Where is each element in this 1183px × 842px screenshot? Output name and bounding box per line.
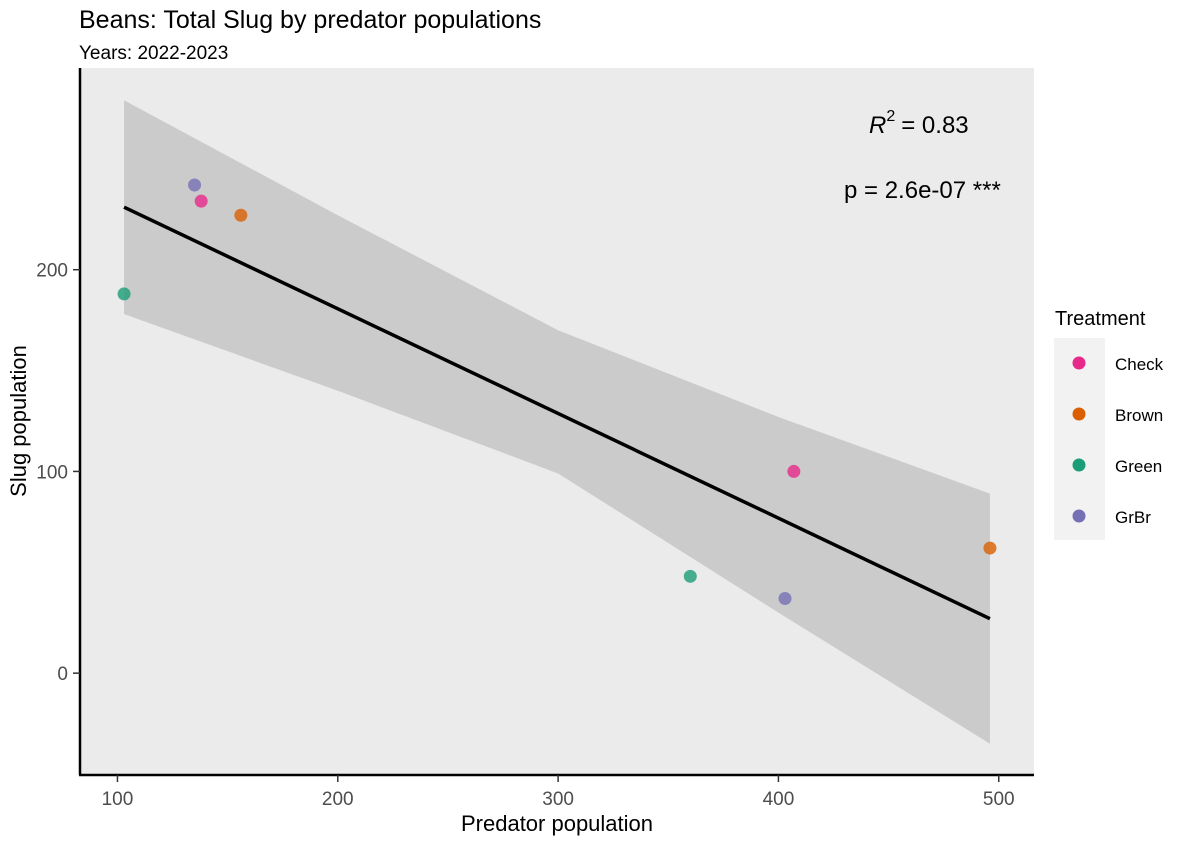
chart-title: Beans: Total Slug by predator population… [79, 6, 541, 34]
legend-key-grbr [1072, 509, 1086, 523]
data-point-brown [234, 208, 248, 222]
x-tick-label: 100 [102, 789, 134, 810]
x-axis-title: Predator population [461, 811, 653, 836]
data-point-green [117, 287, 131, 301]
x-tick-label: 300 [542, 789, 574, 810]
data-point-brown [983, 541, 997, 555]
legend-key-background [1054, 338, 1105, 540]
y-tick-label: 200 [36, 261, 68, 282]
y-tick-label: 0 [57, 664, 68, 685]
r-squared-symbol: R [869, 112, 886, 139]
confidence-band [124, 100, 990, 744]
data-point-check [194, 194, 208, 208]
data-point-green [683, 569, 697, 583]
y-tick-label: 100 [36, 462, 68, 483]
legend-key-brown [1072, 407, 1086, 421]
legend-key-check [1072, 356, 1086, 370]
data-point-check [787, 464, 801, 478]
x-tick-label: 500 [983, 789, 1015, 810]
legend-key-green [1072, 458, 1086, 472]
legend: Treatment Check Brown Green GrBr [1054, 308, 1164, 540]
legend-label-brown: Brown [1115, 406, 1163, 425]
x-tick-label: 200 [322, 789, 354, 810]
r-squared-annotation: R2 = 0.83 [869, 108, 969, 139]
legend-label-check: Check [1115, 355, 1164, 374]
regression-line [123, 205, 991, 621]
r-squared-power: 2 [886, 108, 895, 125]
chart-subtitle: Years: 2022-2023 [79, 43, 228, 64]
data-point-grbr [778, 592, 792, 606]
legend-label-grbr: GrBr [1115, 508, 1151, 527]
y-axis-title: Slug population [6, 345, 31, 497]
legend-label-green: Green [1115, 457, 1162, 476]
legend-title: Treatment [1055, 308, 1146, 330]
r-squared-value: = 0.83 [901, 112, 968, 139]
x-tick-label: 400 [763, 789, 795, 810]
data-point-grbr [188, 178, 202, 192]
p-value-annotation: p = 2.6e-07 *** [844, 177, 1001, 204]
